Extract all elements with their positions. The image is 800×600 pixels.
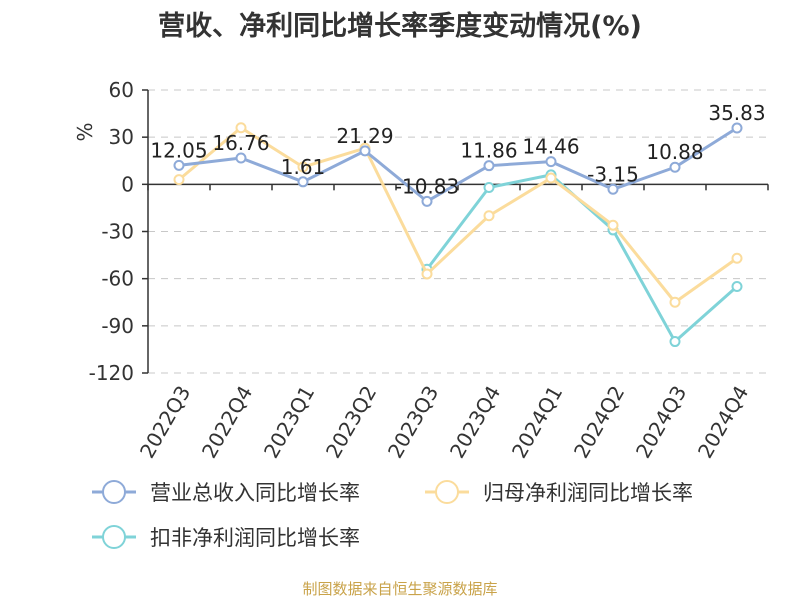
data-point xyxy=(483,181,495,193)
data-point xyxy=(297,176,309,188)
x-tick-label: 2023Q3 xyxy=(383,382,443,463)
legend-label: 扣非净利润同比增长率 xyxy=(150,526,360,550)
data-point xyxy=(235,152,247,164)
data-point xyxy=(359,145,371,157)
source-note: 制图数据来自恒生聚源数据库 xyxy=(302,580,498,598)
x-tick-label: 2023Q2 xyxy=(321,382,381,463)
data-label: -3.15 xyxy=(587,162,639,186)
data-label: 14.46 xyxy=(522,135,579,159)
data-point xyxy=(731,122,743,134)
data-point xyxy=(669,296,681,308)
series-line xyxy=(178,126,738,304)
data-point xyxy=(607,219,619,231)
legend-marker xyxy=(435,480,459,504)
x-tick-label: 2024Q3 xyxy=(631,382,691,463)
x-tick-label: 2023Q4 xyxy=(445,382,505,463)
data-point xyxy=(483,160,495,172)
data-label: 35.83 xyxy=(708,101,765,125)
series-line xyxy=(178,126,738,203)
data-label: 16.76 xyxy=(212,131,269,155)
data-label: 21.29 xyxy=(336,124,393,148)
y-tick-label: 60 xyxy=(109,78,134,102)
x-tick-label: 2022Q3 xyxy=(135,382,195,463)
legend-marker xyxy=(102,480,126,504)
data-point xyxy=(545,156,557,168)
data-point xyxy=(545,172,557,184)
x-tick-label: 2022Q4 xyxy=(197,382,257,463)
data-point xyxy=(669,336,681,348)
legend-label: 归母净利润同比增长率 xyxy=(483,481,693,505)
data-point xyxy=(669,161,681,173)
data-point xyxy=(173,174,185,186)
y-tick-label: 0 xyxy=(121,172,134,196)
data-point xyxy=(421,195,433,207)
y-tick-label: -90 xyxy=(101,314,134,338)
data-label: 12.05 xyxy=(150,138,207,162)
data-point xyxy=(731,281,743,293)
series-lines xyxy=(173,122,743,348)
y-axis-unit: % xyxy=(73,122,97,141)
y-tick-label: -60 xyxy=(101,267,134,291)
chart-title: 营收、净利同比增长率季度变动情况(%) xyxy=(158,11,642,42)
legend-label: 营业总收入同比增长率 xyxy=(150,481,360,505)
data-label: 10.88 xyxy=(646,140,703,164)
data-point xyxy=(607,183,619,195)
x-tick-label: 2023Q1 xyxy=(259,382,319,463)
data-label: -10.83 xyxy=(395,174,459,198)
x-tick-label: 2024Q1 xyxy=(507,382,567,463)
data-point xyxy=(235,122,247,134)
x-tick-label: 2024Q2 xyxy=(569,382,629,463)
x-tick-label: 2024Q4 xyxy=(693,382,753,463)
data-label: 1.61 xyxy=(281,155,326,179)
data-label: 11.86 xyxy=(460,139,517,163)
y-tick-label: -30 xyxy=(101,220,134,244)
y-tick-label: -120 xyxy=(89,361,134,385)
data-point xyxy=(731,252,743,264)
data-point xyxy=(297,161,309,173)
legend-marker xyxy=(102,525,126,549)
y-tick-label: 30 xyxy=(109,125,134,149)
data-point xyxy=(483,210,495,222)
data-point xyxy=(421,268,433,280)
data-point xyxy=(173,159,185,171)
